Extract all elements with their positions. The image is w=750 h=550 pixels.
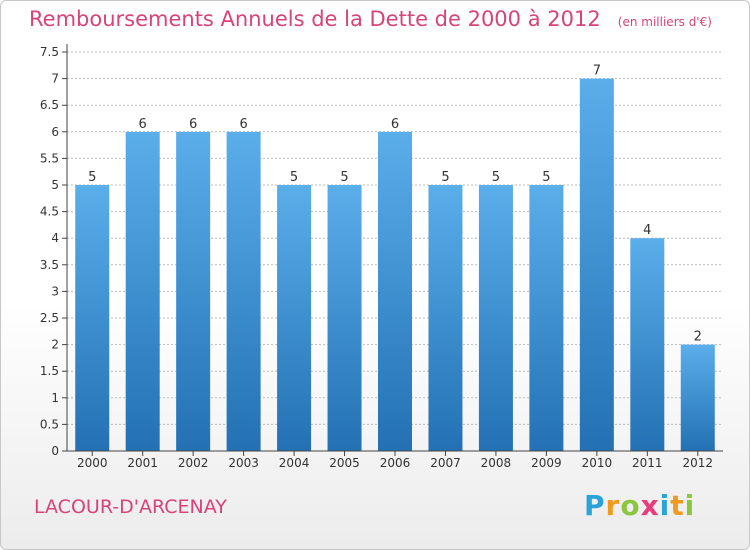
bar-2012 [680,344,715,451]
y-tick-label: 7 [51,72,59,86]
x-tick-label: 2011 [632,456,663,470]
logo-letter: i [684,489,696,522]
x-tick-label: 2001 [127,456,158,470]
bar-2008 [478,185,513,451]
data-label: 5 [340,170,348,185]
data-label: 2 [694,330,702,345]
x-tick-label: 2003 [228,456,259,470]
y-tick-label: 5.5 [40,151,59,165]
x-tick-label: 2002 [178,456,209,470]
data-label: 5 [88,170,96,185]
y-tick-label: 2 [51,338,59,352]
y-tick-label: 0.5 [40,417,59,431]
logo-letter: i [659,489,671,522]
data-label: 6 [391,117,399,132]
bar-2011 [630,238,665,451]
chart-title: Remboursements Annuels de la Dette de 20… [29,7,601,31]
proxiti-logo: Proxiti [584,489,695,522]
data-label: 6 [239,117,247,132]
x-tick-label: 2008 [481,456,512,470]
bar-2001 [125,131,160,452]
x-tick-label: 2004 [279,456,310,470]
x-tick-label: 2006 [380,456,411,470]
commune-name: LACOUR-D'ARCENAY [34,496,227,518]
bar-2009 [529,185,564,451]
data-label: 6 [189,117,197,132]
data-label: 5 [492,170,500,185]
bar-2000 [75,185,110,451]
bar-2002 [176,131,211,452]
y-tick-label: 5 [51,178,59,192]
chart-subtitle: (en milliers d'€) [617,15,712,29]
logo-letter: x [640,489,660,522]
x-tick-label: 2007 [430,456,461,470]
logo-letter: P [584,489,606,522]
y-tick-label: 6.5 [40,98,59,112]
logo-letter: o [620,489,641,522]
title-row: Remboursements Annuels de la Dette de 20… [29,7,712,31]
y-tick-label: 4.5 [40,205,59,219]
bar-2003 [226,131,261,452]
x-tick-label: 2012 [682,456,713,470]
data-label: 4 [643,223,651,238]
y-tick-label: 3.5 [40,258,59,272]
y-tick-label: 3 [51,284,59,298]
y-tick-label: 0 [51,444,59,458]
bar-2005 [327,185,362,451]
x-tick-label: 2010 [582,456,613,470]
y-tick-label: 2.5 [40,311,59,325]
y-tick-label: 7.5 [40,45,59,59]
logo-letter: r [605,489,621,522]
x-tick-label: 2000 [77,456,108,470]
data-label: 5 [542,170,550,185]
bar-2007 [428,185,463,451]
bar-2010 [579,78,614,451]
y-tick-label: 6 [51,125,59,139]
y-tick-label: 4 [51,231,59,245]
y-tick-label: 1 [51,391,59,405]
data-label: 7 [593,64,601,79]
y-tick-label: 1.5 [40,364,59,378]
x-tick-label: 2009 [531,456,562,470]
bar-2004 [277,185,312,451]
data-label: 6 [139,117,147,132]
data-label: 5 [441,170,449,185]
x-tick-label: 2005 [329,456,360,470]
bar-2006 [378,131,412,452]
logo-letter: t [670,489,685,522]
data-label: 5 [290,170,298,185]
